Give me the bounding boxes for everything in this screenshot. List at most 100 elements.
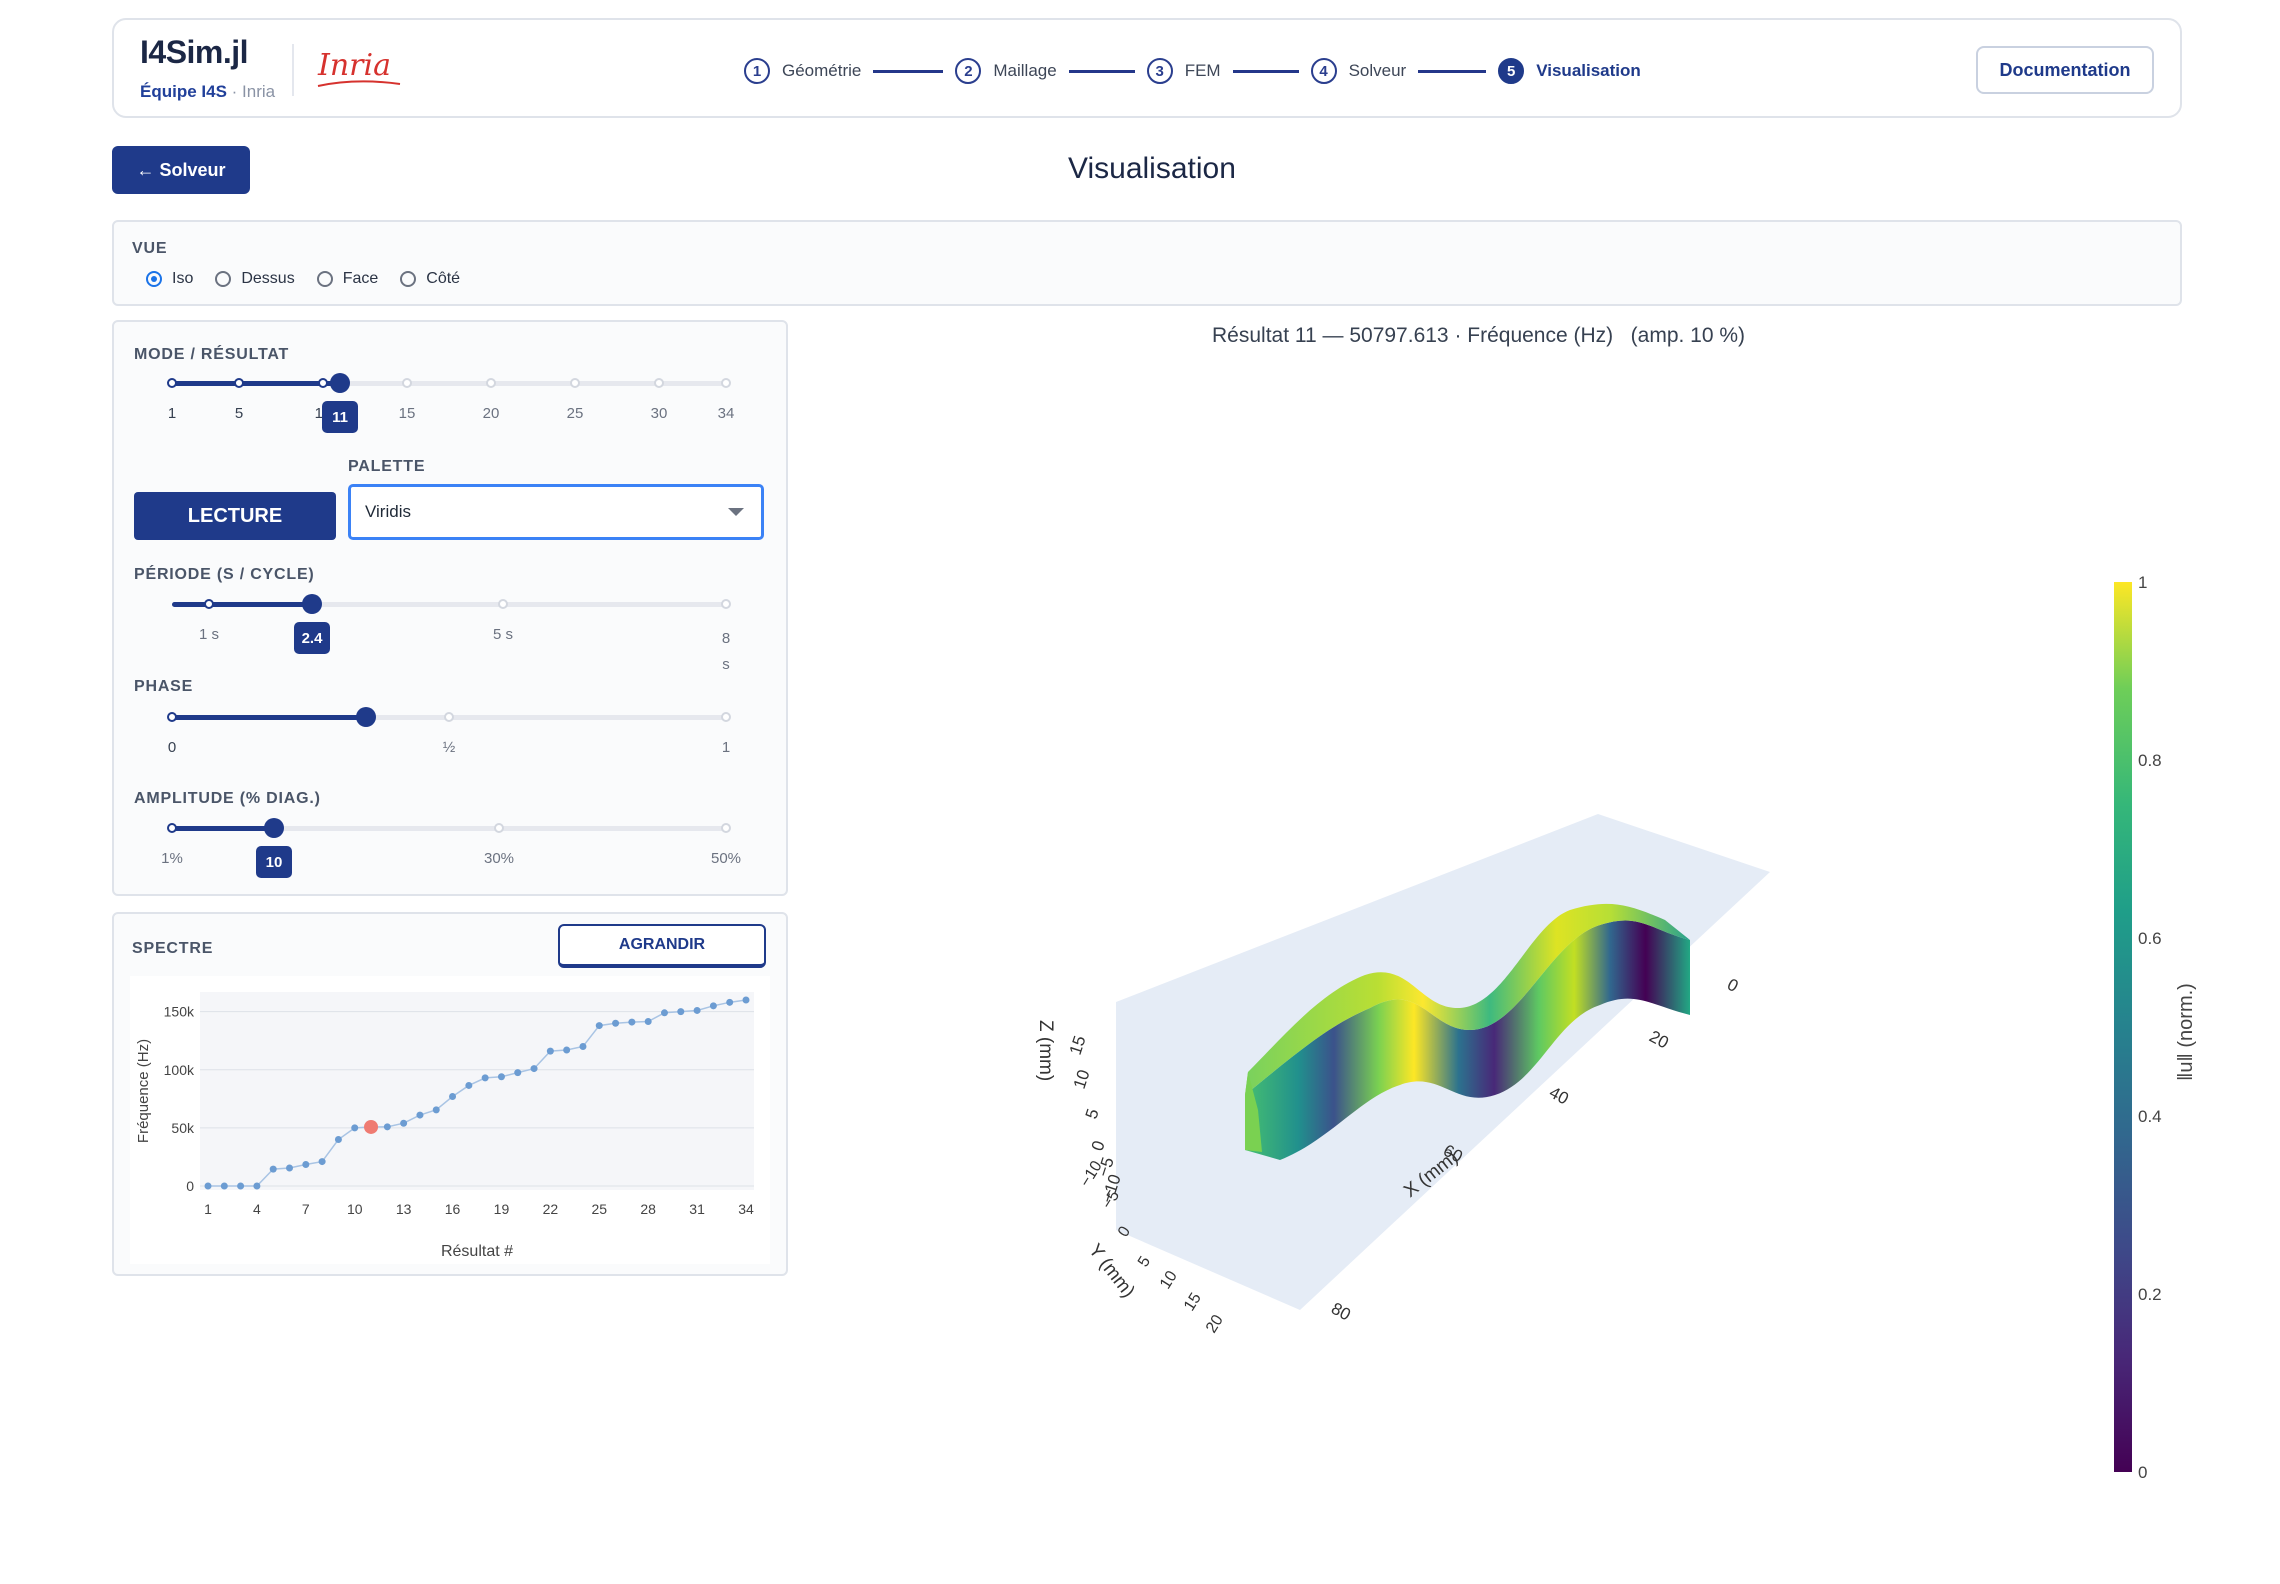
data-point[interactable] (644, 1018, 652, 1026)
data-point[interactable] (530, 1065, 538, 1073)
step-solveur[interactable]: 4 Solveur (1310, 54, 1406, 88)
slider-handle[interactable] (330, 373, 350, 393)
x-tick-label: 1 (204, 1201, 212, 1217)
data-point[interactable] (432, 1106, 440, 1114)
x-tick-label: 80 (1328, 1299, 1354, 1325)
data-point[interactable] (481, 1074, 489, 1082)
step-connector (1068, 69, 1135, 73)
data-point[interactable] (416, 1111, 424, 1119)
slider-mark (167, 712, 177, 722)
z-tick-label: 0 (1088, 1138, 1109, 1153)
step-connector (1418, 69, 1487, 73)
slider-fill (172, 826, 274, 831)
step-visualisation[interactable]: 5 Visualisation (1498, 54, 1641, 88)
y-tick-label: 100k (164, 1062, 195, 1078)
data-point[interactable] (612, 1019, 620, 1027)
data-point[interactable] (351, 1124, 359, 1132)
deformed-beam-side (1245, 920, 1690, 1160)
step-number: 5 (1498, 58, 1525, 84)
slider-mark (318, 378, 328, 388)
series-line (208, 999, 747, 1187)
data-point[interactable] (709, 1002, 717, 1010)
view-radio-cote[interactable]: Côté (400, 270, 460, 288)
data-point[interactable] (595, 1022, 603, 1030)
step-fem[interactable]: 3 FEM (1146, 54, 1221, 88)
slider-mark (721, 823, 731, 833)
data-point[interactable] (660, 1009, 668, 1017)
data-point[interactable] (286, 1164, 294, 1172)
data-point[interactable] (497, 1073, 505, 1081)
step-number: 2 (955, 58, 982, 84)
data-point[interactable] (563, 1046, 571, 1054)
x-tick-label: 7 (302, 1201, 310, 1217)
data-point[interactable] (318, 1158, 326, 1166)
slider-handle[interactable] (264, 818, 284, 838)
x-tick-label: 16 (445, 1201, 461, 1217)
data-point[interactable] (334, 1136, 342, 1143)
play-button[interactable]: LECTURE (134, 492, 336, 540)
data-point[interactable] (742, 996, 750, 1004)
data-point[interactable] (302, 1160, 310, 1168)
y-tick-label: 20 (1203, 1312, 1227, 1336)
x-tick-label: 25 (591, 1201, 607, 1217)
data-point[interactable] (220, 1182, 228, 1190)
slider-handle[interactable] (302, 594, 322, 614)
tick-label: 50% (710, 850, 742, 867)
data-point[interactable] (449, 1092, 457, 1100)
view-radio-face[interactable]: Face (316, 270, 378, 288)
colorbar-tick: 0 (2138, 1463, 2147, 1482)
chevron-down-icon[interactable] (728, 508, 744, 516)
data-point[interactable] (400, 1119, 408, 1127)
documentation-button[interactable]: Documentation (1976, 46, 2154, 94)
slider-handle[interactable] (356, 707, 376, 727)
data-point[interactable] (579, 1043, 587, 1050)
spectrum-label: SPECTRE (132, 940, 214, 957)
colorbar-tick: 0.2 (2138, 1285, 2162, 1304)
step-geometrie[interactable]: 1 Géométrie (744, 54, 861, 88)
data-point[interactable] (383, 1123, 391, 1131)
expand-button[interactable]: AGRANDIR (558, 924, 766, 968)
data-point[interactable] (726, 998, 734, 1006)
slider-mark (570, 378, 580, 388)
spectrum-chart[interactable]: 0 50k 100k 150k 1 4 7 10 13 16 19 22 25 28 31 34 Résul… (130, 976, 770, 1264)
x-tick-label: 20 (1646, 1027, 1672, 1053)
view-radio-dessus[interactable]: Dessus (215, 270, 295, 288)
y-tick-label: 150k (164, 1004, 195, 1020)
data-point[interactable] (514, 1069, 522, 1077)
slider-mark (494, 823, 504, 833)
series-points (204, 996, 750, 1190)
data-point[interactable] (269, 1165, 277, 1173)
highlighted-data-point[interactable] (364, 1119, 379, 1134)
palette-select[interactable]: Viridis (348, 484, 764, 540)
mode-shape-3d-view[interactable]: X (mm) Y (mm) Z (mm) 0 20 40 60 80 −10 0… (1000, 780, 1820, 1340)
amplitude-label: AMPLITUDE (% DIAG.) (134, 790, 321, 807)
data-point[interactable] (465, 1081, 473, 1089)
slider-track (172, 826, 726, 831)
beam-end-face (1245, 1072, 1262, 1152)
tick-label: 15 (398, 405, 416, 422)
slider-fill (172, 602, 312, 607)
colorbar-gradient (2114, 582, 2132, 1472)
tick-label: 1% (161, 850, 183, 867)
data-point[interactable] (253, 1182, 261, 1190)
data-point[interactable] (693, 1006, 701, 1014)
tick-label: 0 (167, 739, 177, 756)
x-tick-label: 10 (347, 1201, 363, 1217)
back-to-solveur-button[interactable]: ← Solveur (112, 146, 250, 194)
z-tick-label: 10 (1070, 1067, 1094, 1091)
x-tick-label: 4 (253, 1201, 261, 1217)
data-point[interactable] (677, 1008, 685, 1016)
data-point[interactable] (204, 1182, 212, 1190)
step-maillage[interactable]: 2 Maillage (955, 54, 1057, 88)
data-point[interactable] (628, 1018, 636, 1026)
tick-label: 30 (650, 405, 668, 422)
palette-value: Viridis (365, 502, 411, 521)
y-tick-label: 5 (1135, 1253, 1154, 1270)
data-point[interactable] (237, 1182, 245, 1190)
team-org: · Inria (231, 82, 276, 101)
x-tick-label: 34 (738, 1201, 754, 1217)
slider-mark (204, 599, 214, 609)
data-point[interactable] (546, 1047, 554, 1055)
view-radio-iso[interactable]: Iso (146, 270, 193, 288)
result-amplitude: (amp. 10 %) (1630, 324, 1746, 347)
